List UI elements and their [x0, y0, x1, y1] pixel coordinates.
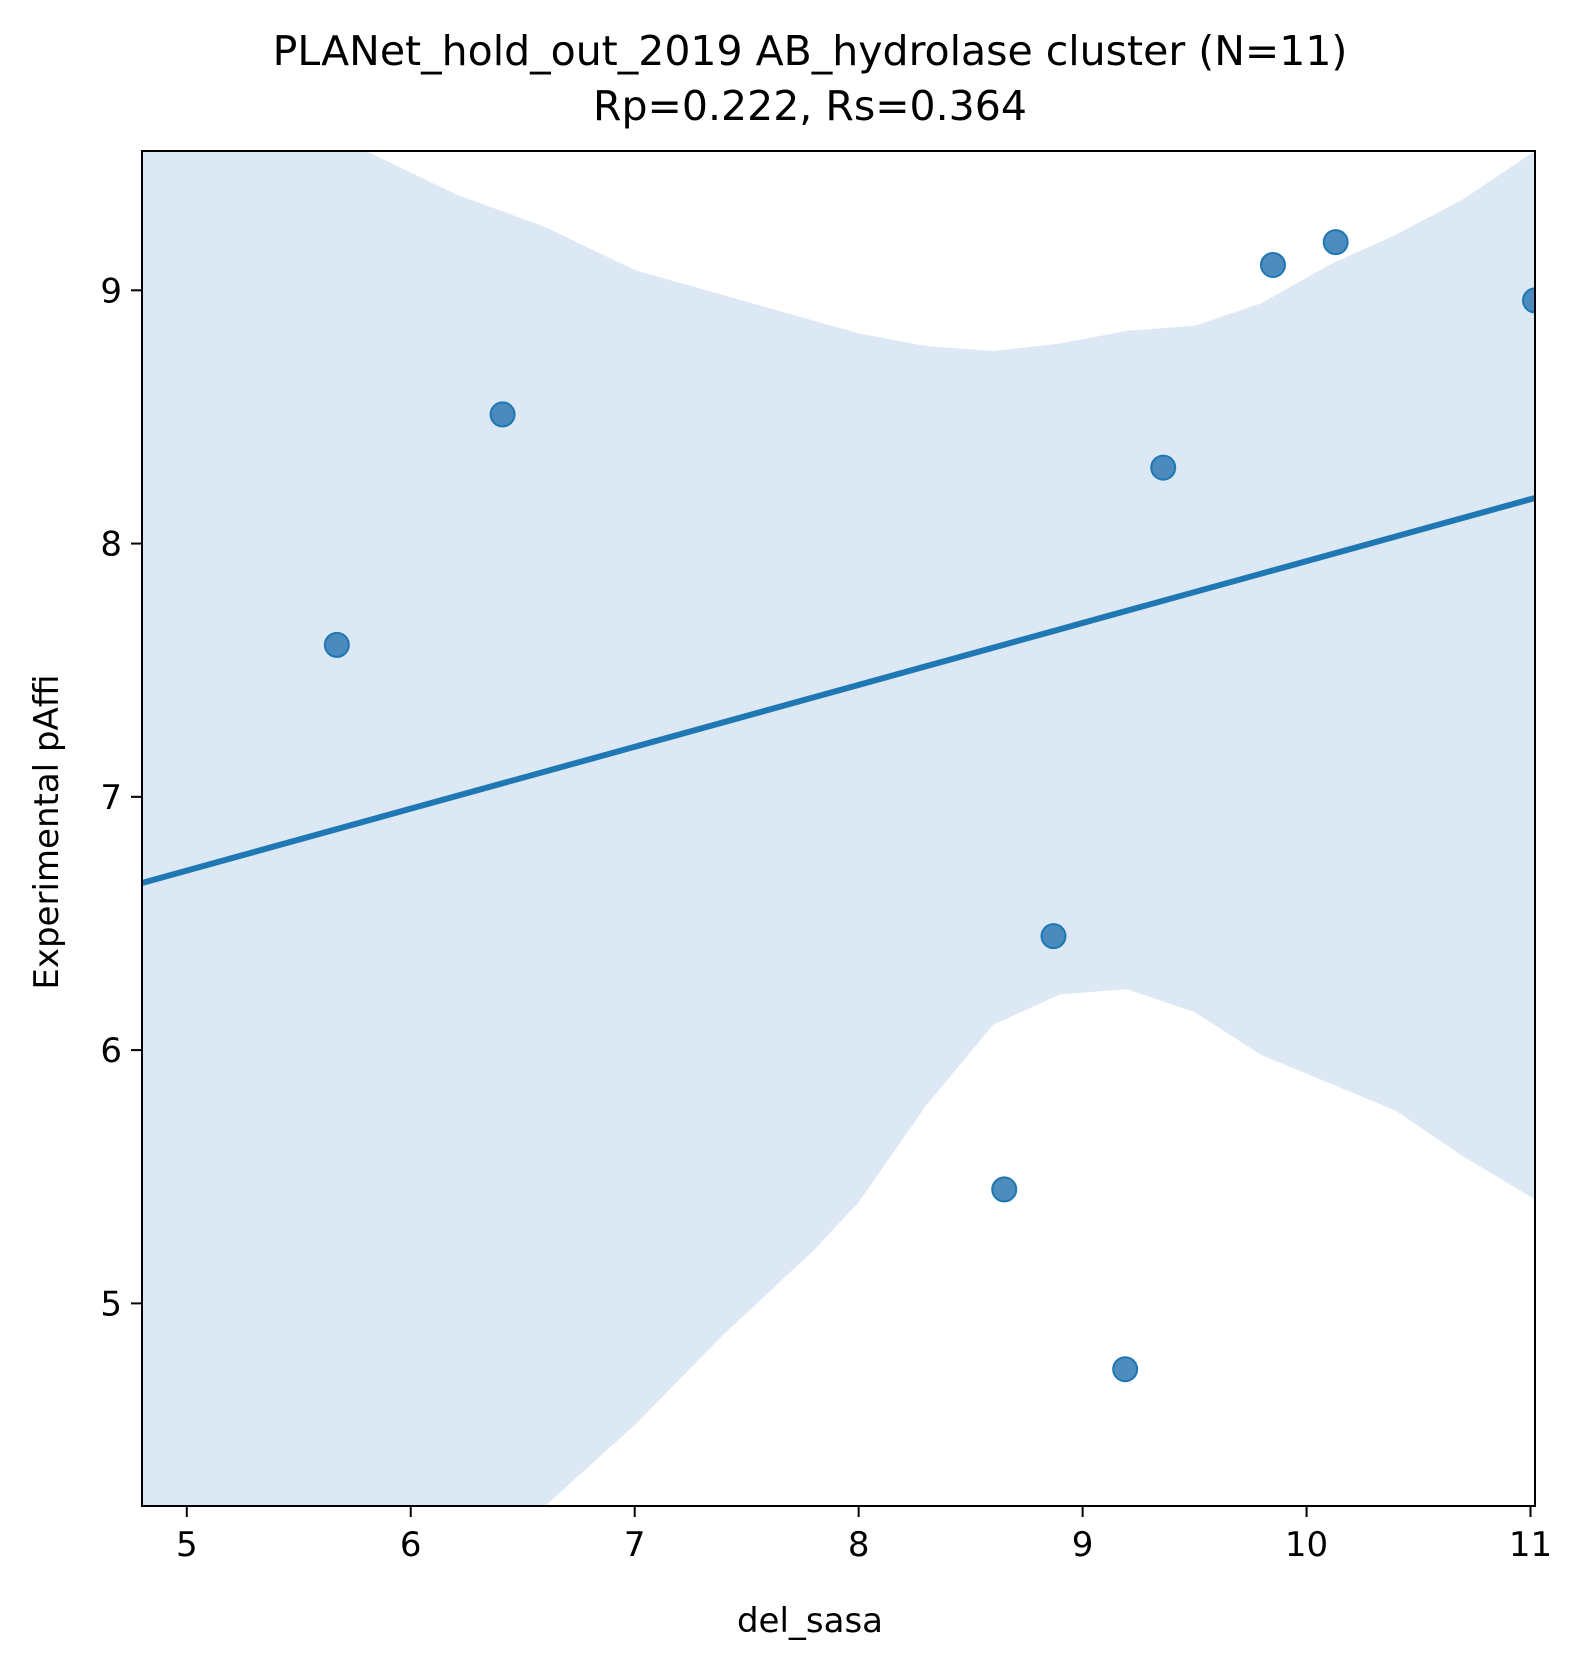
y-tick-label: 8	[100, 525, 122, 565]
confidence-band	[142, 151, 1535, 1506]
x-tick-label: 7	[624, 1525, 646, 1565]
x-tick-label: 10	[1285, 1525, 1328, 1565]
data-point	[1150, 454, 1177, 481]
x-tick-label: 11	[1509, 1525, 1552, 1565]
chart-title: PLANet_hold_out_2019 AB_hydrolase cluste…	[273, 27, 1348, 75]
y-axis-label: Experimental pAffi	[27, 674, 67, 989]
plot-area	[142, 151, 1535, 1506]
data-point	[1522, 287, 1535, 314]
regression-line	[142, 495, 1535, 886]
data-point	[1040, 923, 1067, 950]
x-tick-label: 5	[176, 1525, 198, 1565]
y-tick-label: 6	[100, 1031, 122, 1071]
data-point	[1259, 251, 1286, 278]
data-point	[991, 1176, 1018, 1203]
data-point	[1112, 1356, 1139, 1383]
y-axis: 5 6 7 8 9	[100, 271, 142, 1324]
y-tick-label: 9	[100, 271, 122, 311]
x-tick-label: 8	[848, 1525, 870, 1565]
x-tick-label: 6	[400, 1525, 422, 1565]
y-tick-label: 5	[100, 1284, 122, 1324]
chart-subtitle: Rp=0.222, Rs=0.364	[593, 82, 1027, 130]
x-axis-label: del_sasa	[737, 1601, 883, 1641]
plot-frame	[141, 150, 1536, 1507]
data-point	[1322, 229, 1349, 256]
data-point	[323, 631, 350, 658]
x-tick-label: 9	[1072, 1525, 1094, 1565]
data-point	[489, 401, 516, 428]
x-axis: 5 6 7 8 9 10 11	[176, 1506, 1552, 1565]
y-tick-label: 7	[100, 778, 122, 818]
